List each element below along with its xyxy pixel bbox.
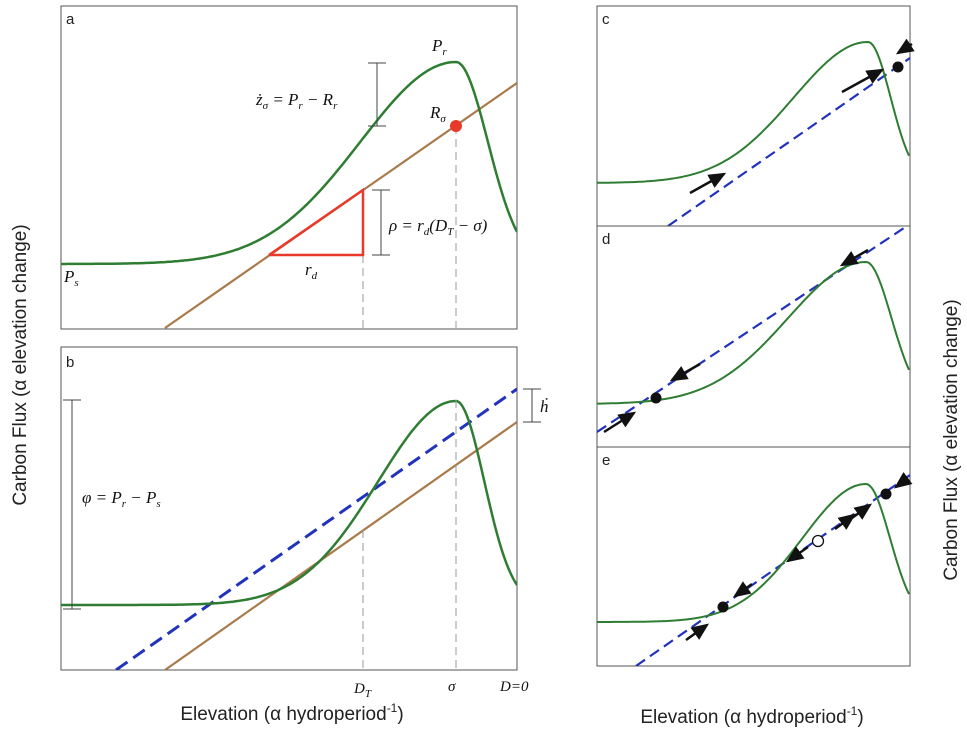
panel-c: c xyxy=(597,6,912,226)
arrow-up xyxy=(686,625,707,640)
label-ps-a: Ps xyxy=(63,267,79,289)
panel-b: b φ = Pr − Ps ḣ DT σ D=0 xyxy=(61,347,549,700)
panel-d: d xyxy=(597,224,910,447)
x-axis-label-right: Elevation (α hydroperiod-1) xyxy=(640,704,863,728)
accretion-line xyxy=(116,389,517,670)
panel-b-letter: b xyxy=(66,354,74,371)
arrow-down xyxy=(672,364,700,380)
arrow-up xyxy=(690,174,724,193)
label-hdot: ḣ xyxy=(540,397,549,416)
panel-d-letter: d xyxy=(602,231,610,248)
accretion-line xyxy=(668,58,910,226)
label-rd: rd xyxy=(305,260,318,282)
respiration-line xyxy=(165,422,517,670)
stable-equilibrium xyxy=(651,393,662,404)
stable-equilibrium xyxy=(893,62,904,73)
label-r-sigma: Rσ xyxy=(429,103,446,125)
arrow-up xyxy=(835,515,854,529)
r-sigma-marker xyxy=(450,120,462,132)
production-curve xyxy=(597,484,909,622)
tick-d0: D=0 xyxy=(499,679,529,695)
production-curve xyxy=(597,42,909,183)
panel-a-frame xyxy=(61,6,517,329)
y-axis-label-left: Carbon Flux (α elevation change) xyxy=(10,224,31,505)
production-curve xyxy=(597,262,909,404)
stable-equilibrium-high xyxy=(881,489,892,500)
y-axis-label-right: Carbon Flux (α elevation change) xyxy=(941,299,962,580)
accretion-line xyxy=(636,475,910,666)
arrow-up xyxy=(852,505,870,518)
panel-e-frame xyxy=(597,447,910,666)
panel-d-frame xyxy=(597,226,910,447)
equation-rho: ρ = rd(DT − σ) xyxy=(388,216,488,238)
x-axis-label-left: Elevation (α hydroperiod-1) xyxy=(180,701,403,725)
arrow-up xyxy=(604,413,634,432)
stable-equilibrium-low xyxy=(718,602,729,613)
arrow-up xyxy=(842,70,882,92)
panel-e-letter: e xyxy=(602,452,610,469)
panel-b-frame xyxy=(61,347,517,670)
equation-zdot: żσ = Pr − Rr xyxy=(255,90,338,112)
tick-dt: DT xyxy=(353,681,372,700)
tick-sigma: σ xyxy=(448,679,456,695)
panel-c-frame xyxy=(597,6,910,226)
slope-triangle xyxy=(269,190,363,255)
unstable-equilibrium xyxy=(813,536,824,547)
arrow-down xyxy=(735,584,752,596)
panel-a: a Pr Rσ Ps rd żσ = Pr − Rr ρ = rd(DT − σ… xyxy=(61,6,517,329)
panel-e: e xyxy=(597,447,910,666)
panel-c-letter: c xyxy=(602,11,610,28)
panel-a-letter: a xyxy=(66,11,75,28)
equation-phi: φ = Pr − Ps xyxy=(82,488,161,510)
label-pr-a: Pr xyxy=(431,36,447,58)
